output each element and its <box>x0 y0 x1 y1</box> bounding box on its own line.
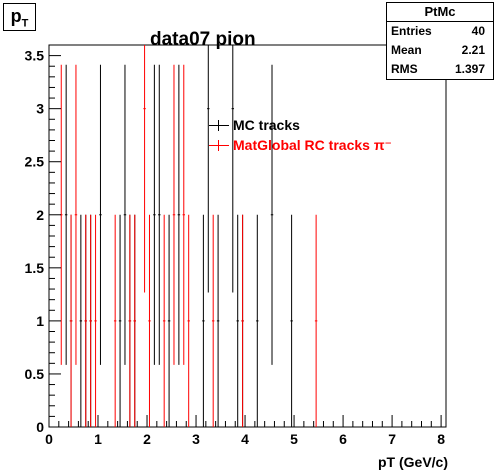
data-point-mc <box>99 64 102 365</box>
legend-label-rc: MatGlobal RC tracks π⁻ <box>233 137 392 153</box>
frame-title: pT <box>3 3 36 31</box>
legend: MC tracks MatGlobal RC tracks π⁻ <box>207 115 392 155</box>
data-point-rc <box>94 214 97 427</box>
data-marks <box>60 45 318 427</box>
x-tick-label: 3 <box>192 431 200 447</box>
chart-title: data07 pion <box>150 29 256 50</box>
x-tick-label: 1 <box>94 431 102 447</box>
data-point-mc <box>118 214 122 427</box>
data-point-mc <box>123 64 127 365</box>
x-tick-label: 0 <box>45 431 53 447</box>
data-point-rc <box>162 214 166 427</box>
y-tick-label: 0.5 <box>25 366 45 382</box>
data-point-rc <box>211 214 215 427</box>
stats-row-entries: Entries 40 <box>391 24 485 38</box>
x-tick-label: 2 <box>143 431 151 447</box>
data-point-mc <box>79 214 83 427</box>
data-point-mc <box>256 214 259 427</box>
data-point-mc <box>202 214 205 427</box>
stats-row-mean: Mean 2.21 <box>391 43 485 57</box>
data-point-rc <box>133 214 136 427</box>
legend-item-mc: MC tracks <box>207 115 392 135</box>
y-tick-label: 1 <box>36 313 44 329</box>
legend-label-mc: MC tracks <box>233 117 300 133</box>
stats-box: PtMc Entries 40 Mean 2.21 RMS 1.397 <box>386 2 494 80</box>
data-point-mc <box>64 64 68 365</box>
y-tick-label: 1.5 <box>25 260 45 276</box>
data-point-mc <box>158 64 161 365</box>
y-tick-label: 2.5 <box>25 154 45 170</box>
data-point-mc <box>177 64 181 365</box>
data-point-rc <box>172 64 176 365</box>
data-point-rc <box>241 214 244 427</box>
x-tick-label: 5 <box>290 431 298 447</box>
axes: 0 1 2 3 4 5 6 7 8 0 0.5 1 1.5 2 2.5 3 3.5 <box>25 44 445 447</box>
data-point-mc <box>290 214 293 427</box>
data-point-rc <box>314 214 318 427</box>
data-point-mc <box>167 214 171 427</box>
data-point-mc <box>236 214 239 427</box>
stats-name: PtMc <box>387 3 493 22</box>
y-tick-label: 3.5 <box>25 48 45 64</box>
x-tick-label: 8 <box>437 431 445 447</box>
y-tick-label: 3 <box>36 101 44 117</box>
data-point-mc <box>231 45 235 293</box>
plot-frame <box>48 44 447 428</box>
x-tick-label: 4 <box>241 431 249 447</box>
data-point-rc <box>187 214 190 427</box>
y-tick-label: 2 <box>36 207 44 223</box>
data-point-rc <box>69 214 73 427</box>
legend-marker-rc <box>209 140 229 151</box>
data-point-rc <box>182 64 186 365</box>
legend-marker-mc <box>209 120 229 131</box>
data-point-rc <box>74 64 78 365</box>
data-point-mc <box>270 64 274 365</box>
stats-row-rms: RMS 1.397 <box>391 62 485 76</box>
data-point-mc <box>207 45 210 293</box>
data-point-rc <box>143 45 146 293</box>
legend-item-rc: MatGlobal RC tracks π⁻ <box>207 135 392 155</box>
data-point-rc <box>89 214 92 427</box>
data-point-rc <box>148 214 151 427</box>
x-tick-label: 7 <box>388 431 396 447</box>
data-point-rc <box>113 214 117 427</box>
data-point-mc <box>153 64 156 365</box>
data-point-mc <box>216 214 220 427</box>
data-point-rc <box>84 214 87 427</box>
data-point-rc <box>128 214 132 427</box>
x-axis-label: pT (GeV/c) <box>377 454 448 470</box>
x-tick-label: 6 <box>339 431 347 447</box>
y-tick-label: 0 <box>36 419 44 435</box>
